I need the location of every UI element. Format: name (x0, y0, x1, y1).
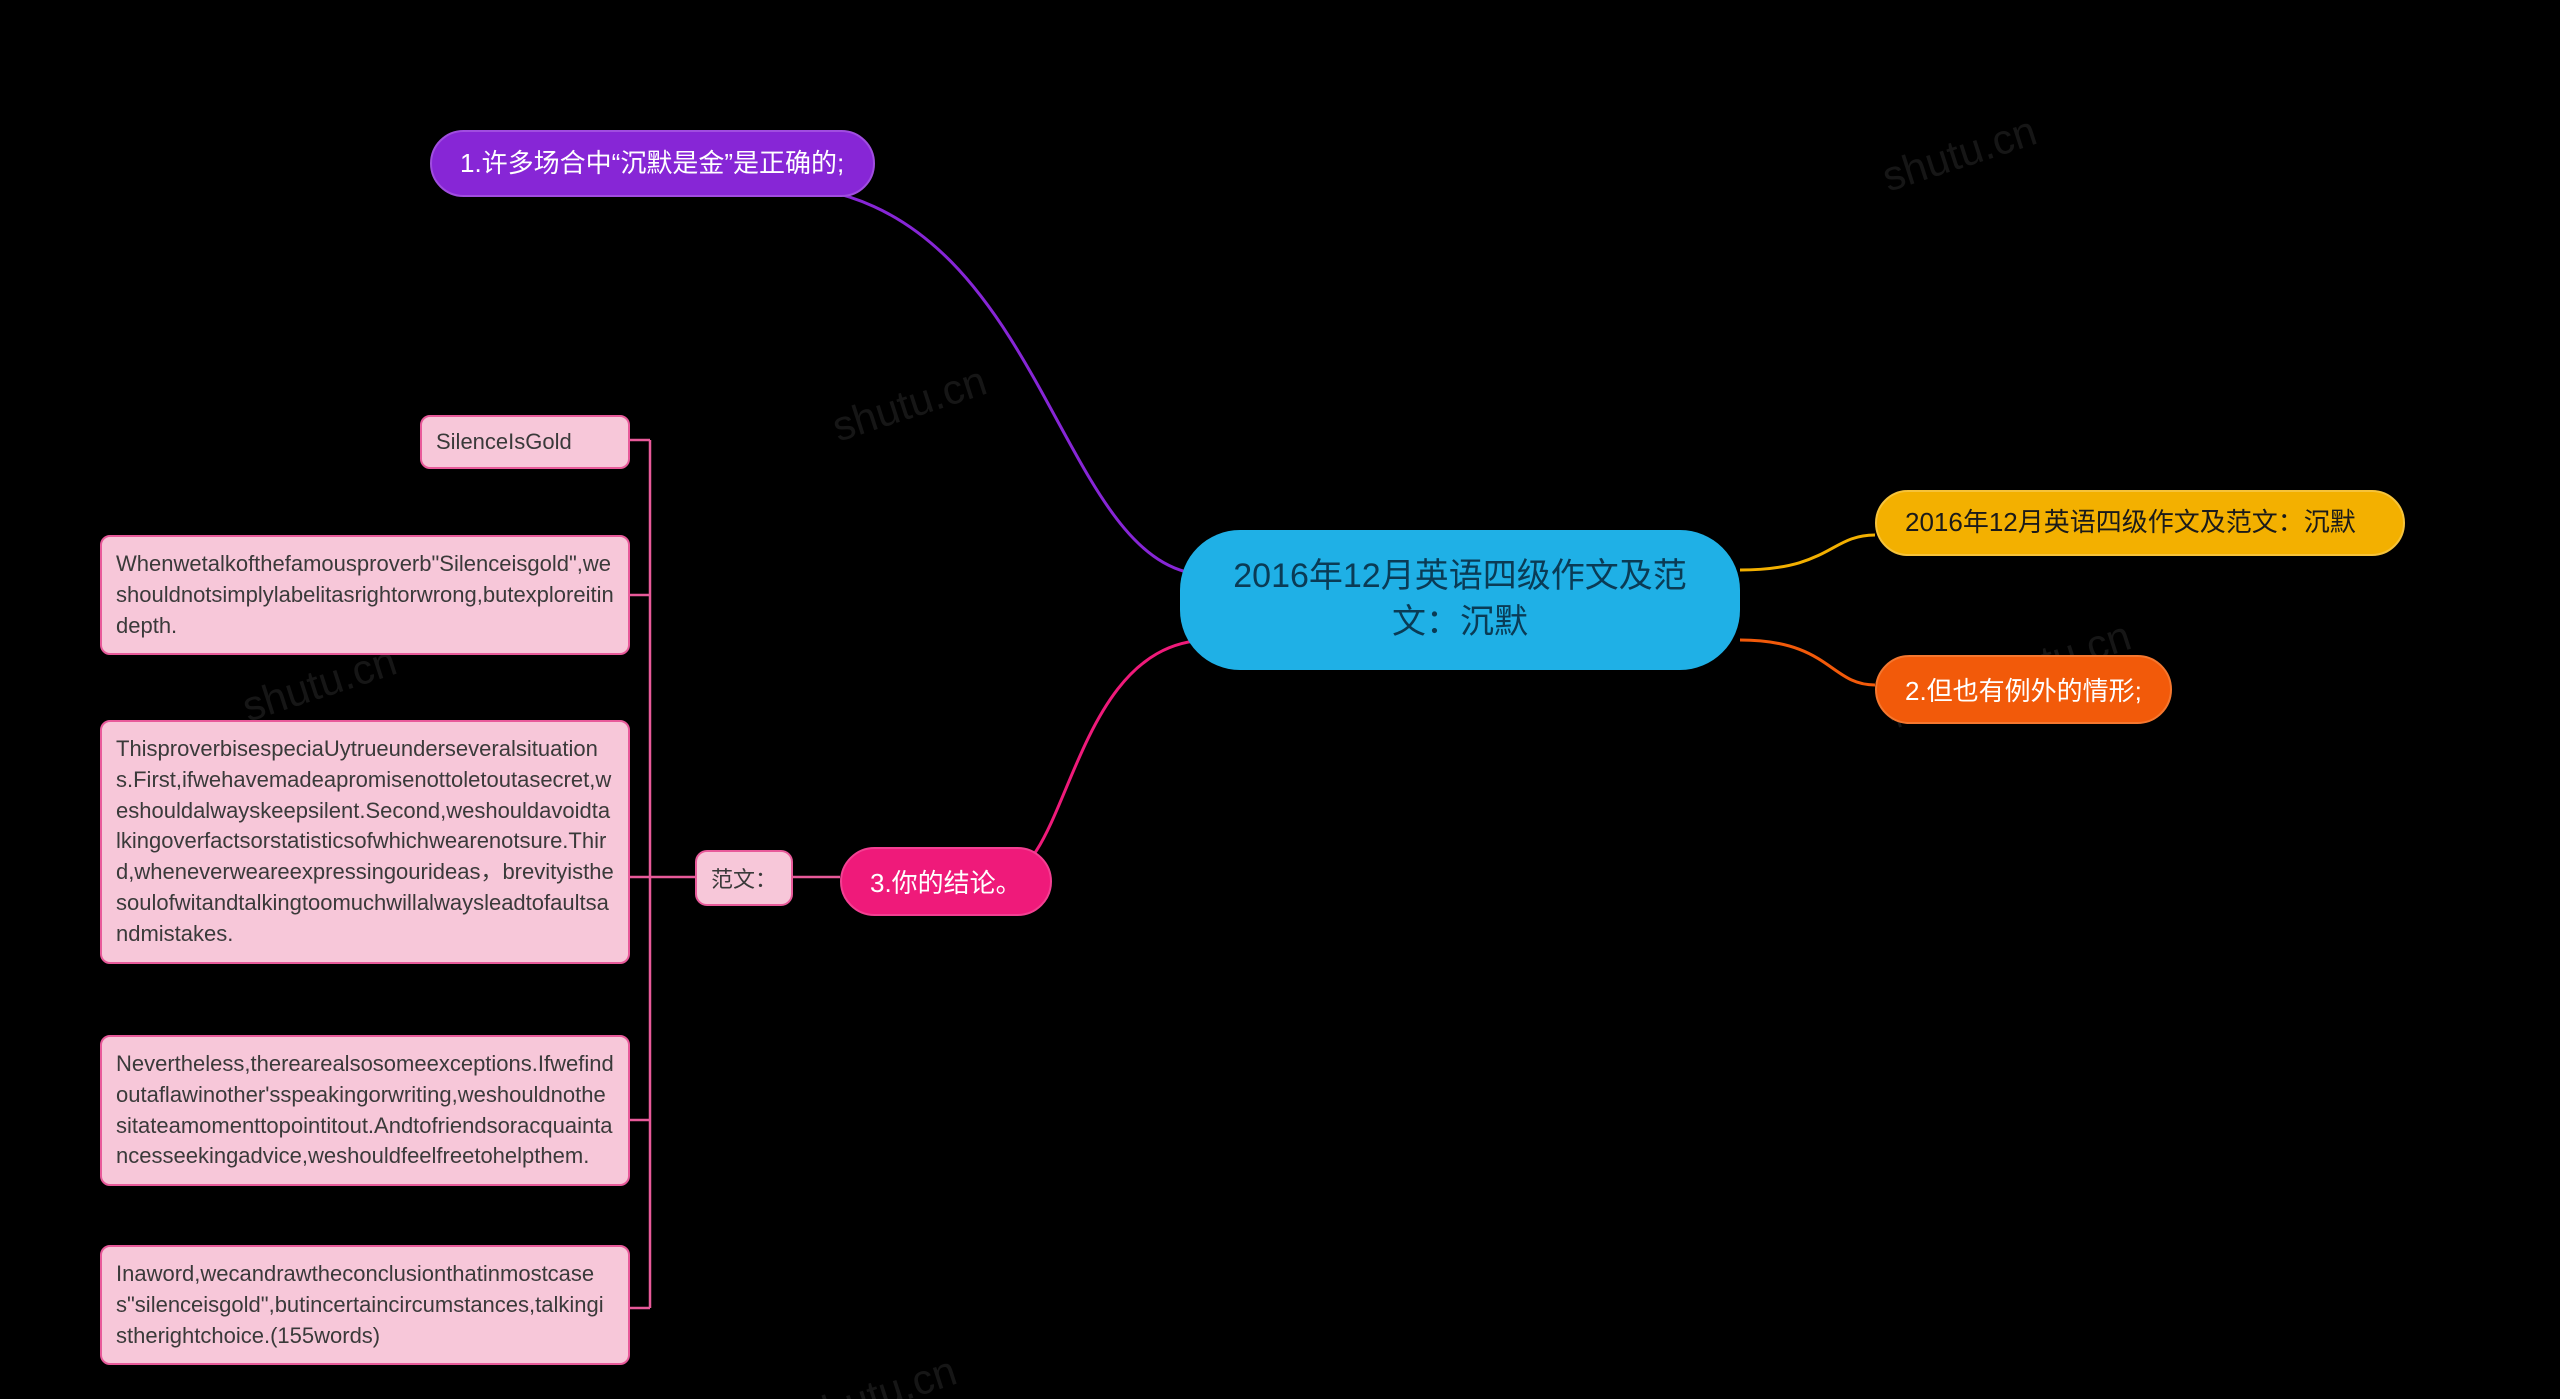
branch-orange[interactable]: 2.但也有例外的情形; (1875, 655, 2172, 724)
central-node[interactable]: 2016年12月英语四级作文及范文：沉默 (1180, 530, 1740, 670)
branch-purple[interactable]: 1.许多场合中“沉默是金”是正确的; (430, 130, 875, 197)
branch-yellow[interactable]: 2016年12月英语四级作文及范文：沉默 (1875, 490, 2405, 556)
leaf-1-text: Whenwetalkofthefamousproverb"Silenceisgo… (116, 551, 614, 638)
mindmap-canvas: shutu.cn 树图 shutu.cn shutu.cn shutu.cn s… (0, 0, 2560, 1399)
central-label: 2016年12月英语四级作文及范文：沉默 (1220, 554, 1700, 646)
leaf-2[interactable]: ThisproverbisespeciaUytrueunderseveralsi… (100, 720, 630, 964)
branch-pink-label: 3.你的结论。 (870, 863, 1022, 900)
branch-purple-label: 1.许多场合中“沉默是金”是正确的; (460, 146, 844, 181)
leaf-2-text: ThisproverbisespeciaUytrueunderseveralsi… (116, 736, 614, 946)
leaf-4-text: Inaword,wecandrawtheconclusionthatinmost… (116, 1261, 604, 1348)
branch-pink[interactable]: 3.你的结论。 (840, 847, 1052, 916)
branch-yellow-label: 2016年12月英语四级作文及范文：沉默 (1905, 506, 2356, 540)
sub-fanwen[interactable]: 范文： (695, 850, 793, 906)
leaf-3-text: Nevertheless,therearealsosomeexceptions.… (116, 1051, 614, 1168)
edge-layer (0, 0, 2560, 1399)
leaf-4[interactable]: Inaword,wecandrawtheconclusionthatinmost… (100, 1245, 630, 1365)
leaf-3[interactable]: Nevertheless,therearealsosomeexceptions.… (100, 1035, 630, 1186)
branch-orange-label: 2.但也有例外的情形; (1905, 671, 2142, 708)
leaf-0-text: SilenceIsGold (436, 429, 572, 454)
watermark: shutu.cn (796, 1347, 962, 1399)
sub-fanwen-label: 范文： (711, 867, 777, 892)
watermark: shutu.cn (826, 357, 992, 452)
leaf-0[interactable]: SilenceIsGold (420, 415, 630, 469)
leaf-1[interactable]: Whenwetalkofthefamousproverb"Silenceisgo… (100, 535, 630, 655)
watermark: shutu.cn (1876, 107, 2042, 202)
